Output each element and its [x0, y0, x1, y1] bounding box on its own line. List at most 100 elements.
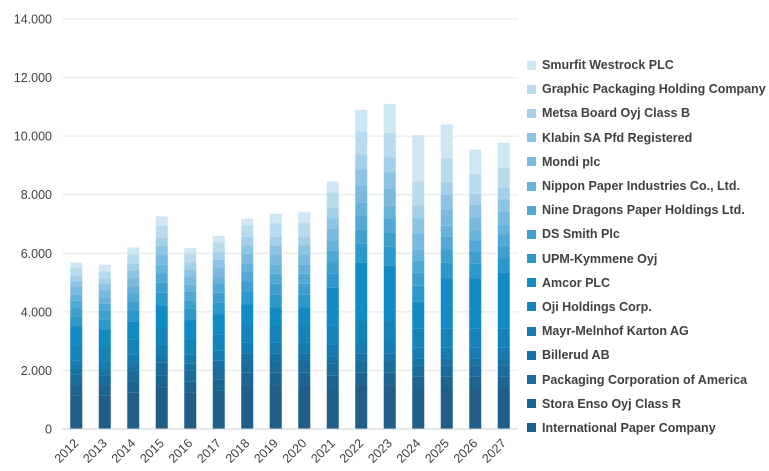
- x-tick-label: 2024: [394, 436, 424, 466]
- bar-segment: [155, 273, 168, 283]
- bar-segment: [269, 254, 282, 265]
- legend-swatch: [527, 133, 536, 143]
- x-tick-label: 2022: [337, 436, 367, 466]
- bar-segment: [184, 253, 197, 263]
- y-tick-label: 2.000: [21, 364, 52, 378]
- bar-stack-2020: [298, 212, 311, 429]
- bar-segment: [98, 297, 111, 304]
- x-tick-label: 2026: [451, 436, 481, 466]
- bar-segment: [298, 342, 311, 354]
- bar-segment: [497, 211, 510, 225]
- bar-segment: [241, 342, 254, 354]
- bar-segment: [127, 392, 140, 429]
- bar-segment: [184, 291, 197, 301]
- y-tick-label: 0: [45, 423, 52, 437]
- bar-stack-2021: [326, 181, 339, 429]
- bar-segment: [412, 272, 425, 286]
- bar-segment: [440, 195, 453, 210]
- legend-label: Mayr-Melnhof Karton AG: [542, 324, 689, 339]
- bar-segment: [98, 271, 111, 279]
- legend-swatch: [527, 375, 536, 385]
- bar-segment: [469, 365, 482, 377]
- bar-segment: [269, 264, 282, 274]
- bar-segment: [440, 181, 453, 196]
- bar-stack-2027: [497, 142, 510, 429]
- bar-segment: [355, 342, 368, 354]
- bar-segment: [469, 347, 482, 359]
- bar-segment: [184, 262, 197, 270]
- bar-stack-2016: [184, 248, 197, 429]
- bar-segment: [184, 320, 197, 340]
- bar-segment: [98, 284, 111, 290]
- bar-segment: [269, 342, 282, 354]
- bar-segment: [326, 344, 339, 357]
- bar-segment: [241, 353, 254, 361]
- bar-segment: [440, 328, 453, 348]
- bar-stack-2022: [355, 109, 368, 429]
- x-tick-label: 2020: [280, 436, 310, 466]
- bar-segment: [383, 246, 396, 266]
- bar-segment: [241, 291, 254, 305]
- bar-segment: [469, 193, 482, 205]
- bar-segment: [98, 310, 111, 320]
- bar-segment: [269, 236, 282, 246]
- bar-segment: [383, 132, 396, 158]
- bar-segment: [383, 157, 396, 173]
- bar-segment: [155, 375, 168, 388]
- bar-segment: [155, 264, 168, 274]
- bar-segment: [212, 292, 225, 303]
- bar-segment: [497, 272, 510, 329]
- bar-segment: [269, 213, 282, 224]
- bar-segment: [184, 354, 197, 364]
- legend-swatch: [527, 205, 536, 215]
- y-tick-label: 14.000: [14, 13, 52, 27]
- bar-segment: [497, 257, 510, 273]
- bar-segment: [440, 225, 453, 237]
- bar-segment: [212, 235, 225, 243]
- bar-segment: [355, 154, 368, 170]
- bar-segment: [355, 385, 368, 429]
- bar-segment: [497, 365, 510, 377]
- bar-segment: [383, 205, 396, 219]
- bar-segment: [440, 262, 453, 279]
- bar-segment: [212, 267, 225, 277]
- legend-label: Graphic Packaging Holding Company: [542, 82, 766, 97]
- bar-segment: [469, 217, 482, 231]
- bar-segment: [155, 292, 168, 306]
- bar-segment: [98, 319, 111, 330]
- bar-segment: [326, 388, 339, 429]
- legend-swatch: [527, 60, 536, 70]
- legend-item: Billerud AB: [527, 343, 767, 367]
- bar-segment: [412, 301, 425, 329]
- bar-segment: [127, 247, 140, 255]
- bar-segment: [440, 124, 453, 158]
- bar-stack-2012: [70, 262, 83, 429]
- bar-segment: [70, 286, 83, 295]
- legend-swatch: [527, 350, 536, 360]
- bar-segment: [497, 168, 510, 188]
- bar-segment: [184, 370, 197, 382]
- bar-segment: [355, 202, 368, 216]
- bar-segment: [469, 328, 482, 348]
- bar-segment: [241, 245, 254, 254]
- bar-segment: [355, 109, 368, 132]
- bar-segment: [212, 252, 225, 260]
- x-tick-label: 2025: [422, 436, 452, 466]
- bar-segment: [70, 308, 83, 317]
- legend-item: Nippon Paper Industries Co., Ltd.: [527, 174, 767, 198]
- legend-swatch: [527, 229, 536, 239]
- x-tick-label: 2019: [251, 436, 281, 466]
- bar-segment: [412, 181, 425, 206]
- bar-segment: [326, 261, 339, 274]
- bar-segment: [412, 285, 425, 302]
- bar-segment: [355, 243, 368, 263]
- bar-segment: [440, 365, 453, 377]
- bar-segment: [355, 353, 368, 362]
- legend-swatch: [527, 108, 536, 118]
- bar-segment: [440, 388, 453, 429]
- bar-segment: [241, 253, 254, 264]
- bar-segment: [383, 218, 396, 233]
- legend-label: Amcor PLC: [542, 275, 611, 290]
- bar-segment: [298, 245, 311, 255]
- bar-segment: [127, 363, 140, 371]
